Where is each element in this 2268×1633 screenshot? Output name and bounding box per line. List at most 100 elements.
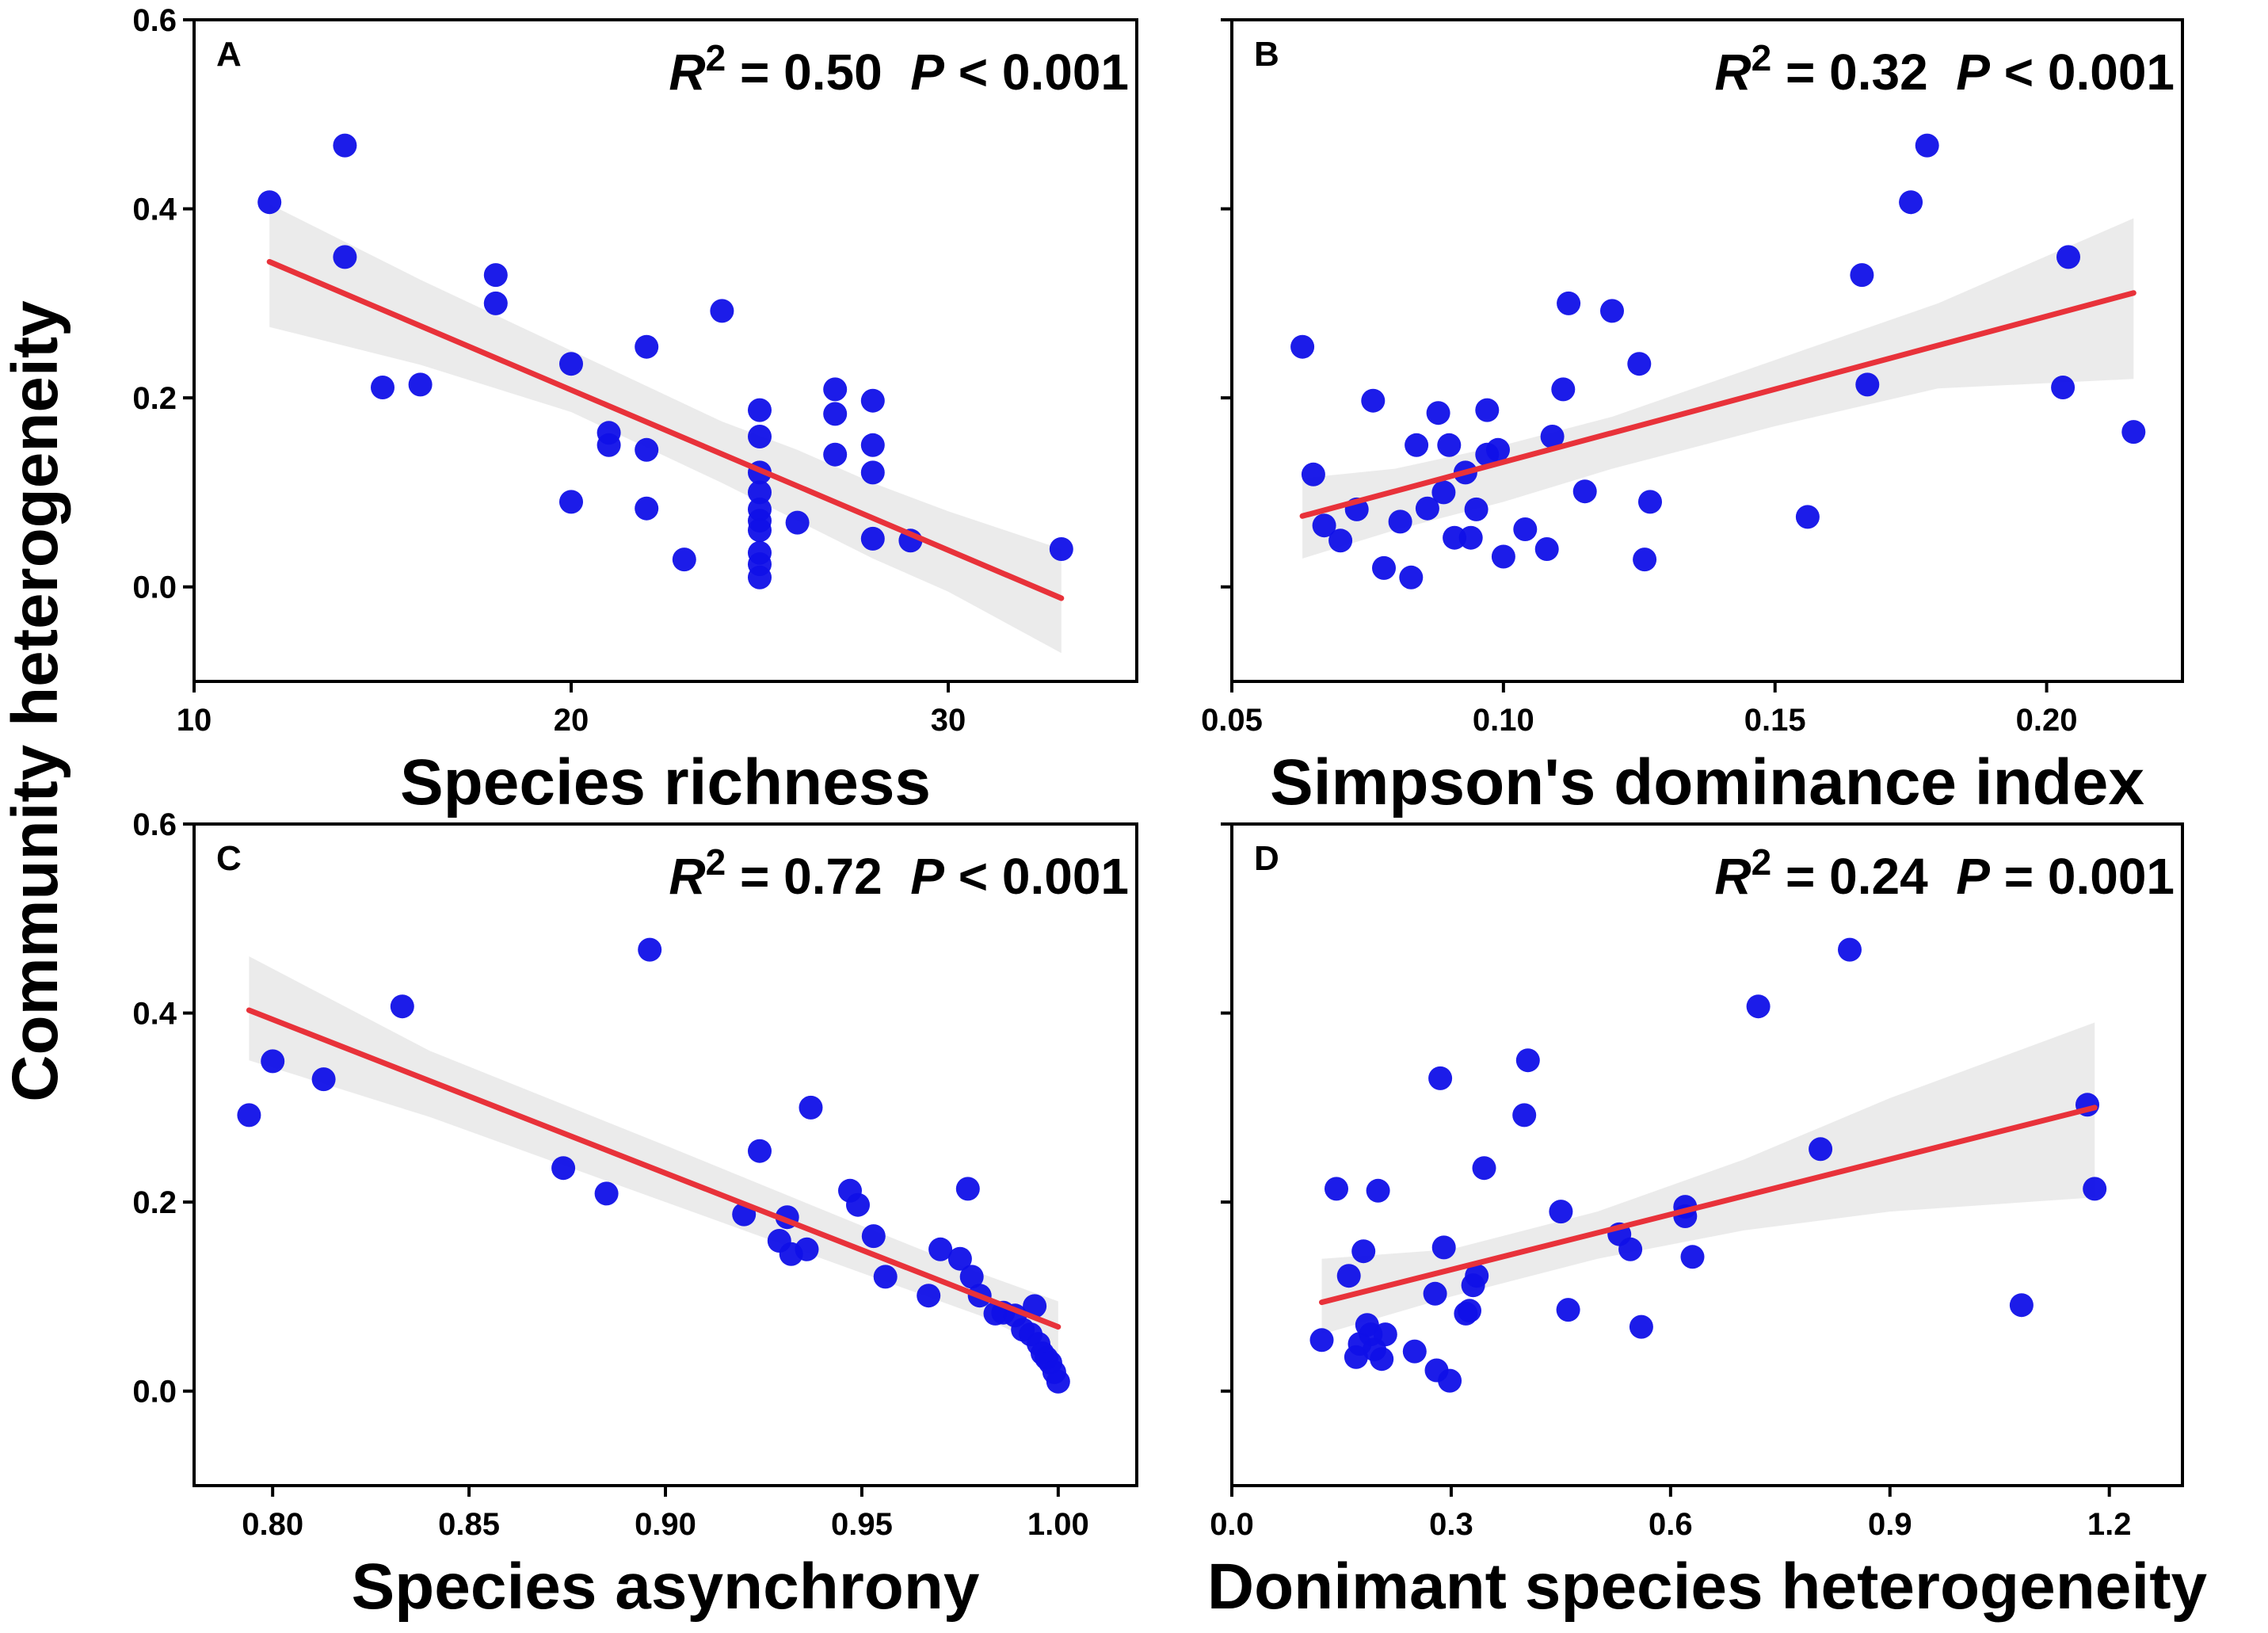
stat-p-value: < 0.001: [944, 848, 1129, 905]
stat-r2-label: R: [1714, 848, 1751, 905]
data-point: [1423, 1281, 1447, 1306]
panel-b: 0.05 0.10 0.15 0.20 B R2 = 0.32 P < 0.001 Simp…: [1201, 18, 2184, 818]
y-tick-label: 0.6: [132, 807, 177, 842]
x-tick-label: 0.85: [438, 1507, 500, 1542]
data-point: [1458, 1299, 1481, 1323]
data-point: [1351, 1239, 1376, 1264]
data-point: [795, 1237, 819, 1261]
data-point: [2056, 245, 2080, 269]
data-point: [1336, 1264, 1361, 1288]
stat-p-label: P: [1956, 44, 1990, 101]
x-tick-label: 0.95: [831, 1507, 893, 1542]
data-point: [257, 190, 282, 215]
shared-y-axis-title: Community heterogeneity: [0, 300, 71, 1102]
stat-r2-sup: 2: [1752, 841, 1772, 883]
y-tick-label: 0.2: [132, 1185, 177, 1220]
data-point: [748, 1139, 772, 1163]
x-axis-title: Donimant species heterogeneity: [1207, 1551, 2208, 1623]
x-tick-label: 0.6: [1649, 1507, 1693, 1542]
data-point: [1046, 1369, 1070, 1394]
data-point: [2121, 420, 2146, 444]
confidence-band: [249, 956, 1058, 1353]
data-point: [261, 1049, 285, 1074]
data-point: [1049, 537, 1073, 561]
data-point: [1855, 372, 1880, 397]
data-point: [1309, 1328, 1334, 1353]
panel-letter: B: [1254, 35, 1279, 74]
data-point: [1428, 1066, 1453, 1090]
data-point: [672, 548, 696, 572]
data-point: [873, 1265, 898, 1289]
data-point: [1465, 1264, 1489, 1288]
stat-r2-value: = 0.32: [1771, 44, 1928, 101]
stats-annotation: R2 = 0.50 P < 0.001: [669, 37, 1129, 101]
x-tick-label: 20: [554, 703, 589, 738]
x-tick-label: 0.90: [635, 1507, 696, 1542]
data-point: [1023, 1294, 1047, 1318]
stat-p-value: < 0.001: [1990, 44, 2175, 101]
data-point: [1431, 1235, 1456, 1260]
plot-frame: [192, 18, 1138, 683]
data-point: [748, 398, 772, 422]
stat-r2-label: R: [1714, 44, 1751, 101]
data-point: [1366, 1178, 1390, 1203]
data-point: [955, 1177, 980, 1201]
data-point: [861, 1224, 886, 1249]
data-point: [1633, 548, 1657, 572]
data-point: [594, 1181, 619, 1206]
data-point: [928, 1237, 953, 1261]
plot-frame: [1230, 822, 2184, 1487]
data-point: [748, 425, 772, 448]
data-point: [638, 937, 662, 962]
stat-r2-sup: 2: [706, 37, 726, 78]
panel-letter: A: [216, 35, 242, 74]
data-point: [1301, 462, 1325, 486]
data-point: [785, 510, 810, 535]
stats-annotation: R2 = 0.72 P < 0.001: [669, 841, 1129, 905]
y-tick-label: 0.6: [132, 3, 177, 38]
data-point: [1402, 1339, 1427, 1364]
y-tick-label: 0.0: [132, 1375, 177, 1410]
data-point: [1388, 509, 1412, 534]
data-point: [2051, 376, 2076, 399]
x-tick-label: 0.80: [242, 1507, 303, 1542]
y-tick-label: 0.2: [132, 381, 177, 416]
data-point: [1746, 994, 1771, 1019]
stat-r2-label: R: [669, 44, 705, 101]
data-point: [1486, 437, 1510, 462]
data-point: [333, 245, 357, 269]
data-point: [1572, 479, 1597, 504]
stats-annotation: R2 = 0.24 P = 0.001: [1714, 841, 2175, 905]
data-point: [860, 526, 885, 551]
x-tick-label: 0.05: [1201, 703, 1263, 738]
data-point: [1557, 291, 1581, 315]
data-point: [917, 1284, 941, 1308]
data-point: [1838, 937, 1862, 962]
data-point: [860, 460, 885, 485]
data-point: [1512, 1103, 1537, 1127]
data-point: [390, 994, 414, 1019]
data-point: [1431, 480, 1456, 505]
panel-c: 0.80 0.85 0.90 0.95 1.00 0.0 0.2 0.4 0.6 C R2 = 0.…: [132, 807, 1138, 1623]
data-point: [1443, 525, 1467, 550]
data-point: [748, 480, 772, 505]
x-tick-label: 0.3: [1429, 1507, 1473, 1542]
panel-letter: C: [216, 839, 242, 878]
stat-p-label: P: [1956, 848, 1990, 905]
x-tick-label: 0.9: [1868, 1507, 1912, 1542]
data-point: [408, 372, 433, 397]
stat-r2-value: = 0.72: [726, 848, 882, 905]
confidence-band: [1302, 218, 2134, 559]
stat-r2-sup: 2: [1752, 37, 1772, 78]
regression-line: [1319, 1105, 2098, 1306]
panel-a: 10 20 30 0.0 0.2 0.4 0.6 A R2 = 0.50 P < 0.001 Sp…: [132, 3, 1138, 818]
data-point: [846, 1192, 870, 1217]
data-point: [1491, 544, 1515, 569]
regression-line: [1299, 290, 2136, 519]
data-point: [1399, 565, 1424, 589]
regression-line: [266, 258, 1065, 601]
data-point: [1795, 505, 1820, 529]
data-point: [2083, 1177, 2107, 1201]
data-point: [551, 1156, 576, 1181]
data-point: [1415, 496, 1439, 521]
